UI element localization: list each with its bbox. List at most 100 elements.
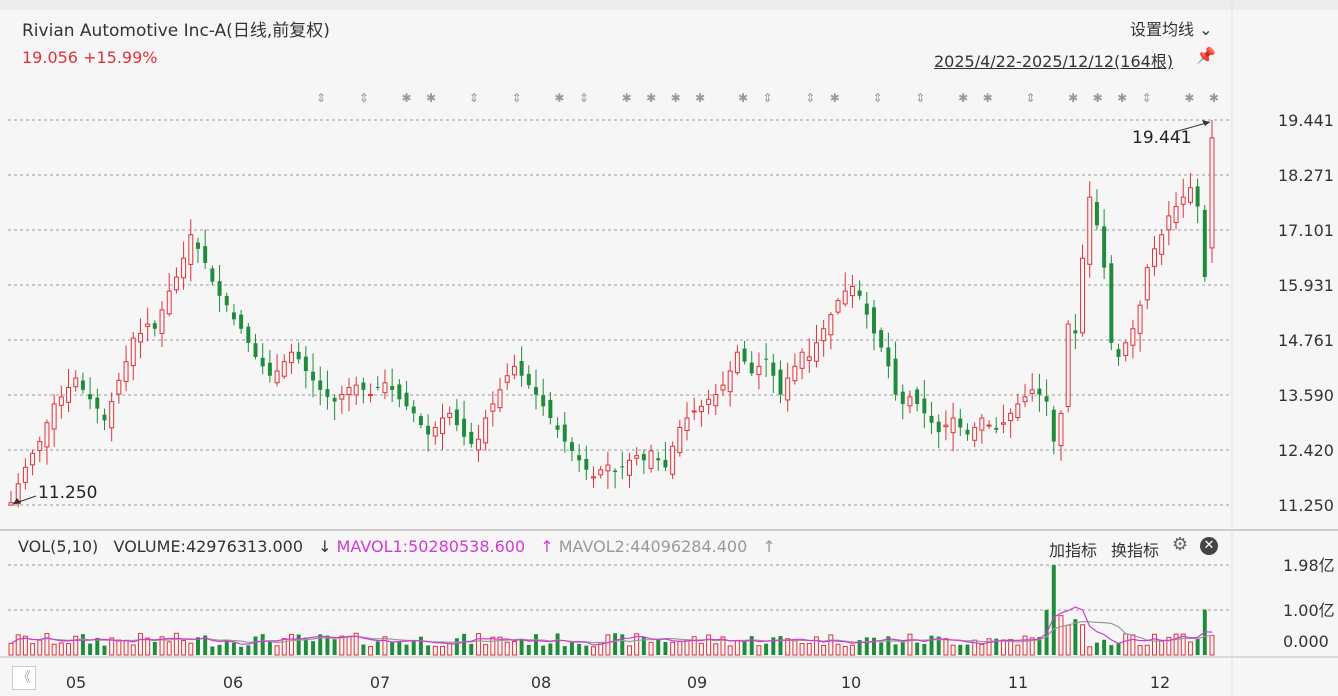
volume-bar-down [397,641,402,655]
add-indicator-button[interactable]: 加指标 [1049,541,1098,560]
volume-bar-up [1080,624,1086,656]
volume-bar-down [864,637,869,655]
candle-body-up [339,394,345,400]
candle-body-up [511,365,517,376]
volume-bar-up [907,633,913,656]
candle-body-up [835,300,841,313]
volume-bar-down [231,642,236,655]
volume-bar-up [813,636,819,656]
candle-body-down [534,387,538,395]
volume-bar-down [267,641,272,655]
candle-body-up [1180,196,1186,205]
candle-body-down [311,371,316,381]
volume-bar-up [950,644,956,656]
candle-body-up [116,379,122,395]
volume-bar-down [361,644,366,655]
volume-bar-up [173,632,179,656]
candle-body-up [475,438,481,451]
gear-icon[interactable]: ⚙ [1172,534,1189,555]
candle-body-up [447,412,453,418]
set-ma-button[interactable]: 设置均线 ⌄ [1130,16,1213,40]
candle-body-up [73,377,79,388]
candle-body-down [88,394,93,400]
candle-body-down [1202,209,1207,278]
candle-body-down [1037,388,1042,395]
volume-bar-up [634,633,640,656]
volume-bar-up [734,640,740,656]
candle-body-down [390,385,395,390]
volume-tick-label: 0.000 [1283,632,1329,651]
volume-bar-down [584,645,589,655]
volume-bar-down [95,637,100,655]
candle-body-up [1159,234,1165,255]
close-icon[interactable]: ✕ [1200,537,1218,555]
candle-body-up [986,424,992,427]
candle-body-down [663,459,668,468]
volume-bar-down [778,636,783,655]
volume-bar-up [66,643,72,656]
candle-body-down [231,312,236,320]
volume-bar-down [548,643,553,655]
volume-bar-down [426,645,431,655]
volume-bar-up [1173,633,1179,656]
volume-bar-down [390,641,395,655]
x-tick-label: 05 [66,673,86,692]
scroll-left-button[interactable]: 《 [12,666,36,690]
volume-bar-down [152,641,157,655]
y-tick-label: 14.761 [1278,331,1334,350]
candle-body-down [656,458,661,461]
candle-body-up [1080,257,1086,334]
candle-body-down [1094,202,1099,226]
y-tick-label: 18.271 [1278,166,1334,185]
volume-bar-down [620,634,625,655]
candle-body-up [1144,267,1150,301]
candle-body-down [102,414,107,421]
candle-body-down [418,416,423,426]
volume-bar-down [1037,636,1042,655]
volume-bar-up [1151,633,1157,656]
volume-bar-down [224,640,229,655]
candle-body-down [375,386,380,388]
candle-body-down [203,246,208,263]
candle-body-up [806,356,812,361]
candle-body-down [548,399,553,419]
top-strip [0,0,1338,10]
volume-bar-up [677,640,683,656]
volume-bar-down [303,637,308,655]
candle-body-up [1209,137,1215,249]
candle-body-up [821,328,827,342]
y-tick-label: 17.101 [1278,221,1334,240]
candle-body-up [756,365,762,376]
volume-bar-up [648,641,654,656]
candle-body-down [397,384,402,400]
pin-icon[interactable]: 📌 [1196,46,1216,65]
volume-bar-down [375,641,380,655]
candle-body-down [929,415,934,423]
volume-bar-down [771,637,776,655]
y-tick-label: 19.441 [1278,111,1334,130]
date-range[interactable]: 2025/4/22-2025/12/12(164根) [934,52,1174,71]
candle-body-up [677,426,683,454]
down-arrow-icon: ↓ [318,537,332,556]
volume-bar-up [1065,624,1071,656]
candle-body-up [159,309,165,334]
volume-bar-up [504,641,510,656]
volume-bar-down [239,646,244,655]
volume-bar-down [764,643,769,655]
volume-bar-up [353,632,359,656]
volume-bar-down [965,644,970,655]
candle-body-down [886,347,891,367]
switch-indicator-button[interactable]: 换指标 [1111,541,1160,560]
candle-body-down [239,314,244,329]
volume-bar-up [1000,639,1006,656]
candle-body-down [541,395,546,407]
candle-body-up [1065,323,1071,407]
volume-bar-down [893,644,898,655]
candle-body-down [152,323,157,329]
candle-body-up [166,290,172,315]
volume-bar-down [562,646,567,655]
volume-bar-up [799,643,805,656]
mavol1-line [10,606,1213,646]
volume-bar-down [1102,639,1107,655]
candle-body-down [469,431,474,444]
